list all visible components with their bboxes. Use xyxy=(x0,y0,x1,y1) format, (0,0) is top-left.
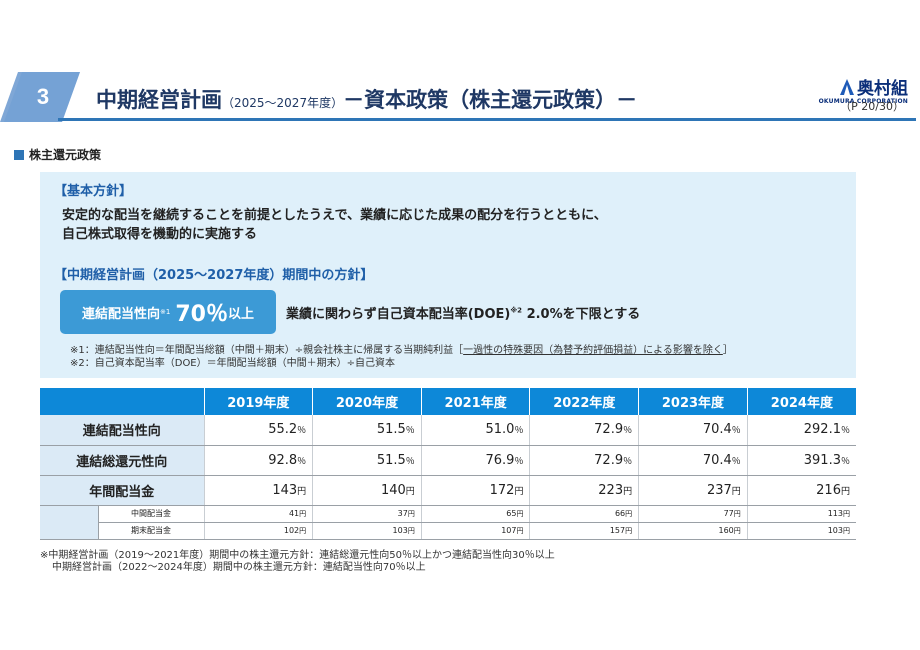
header-corner xyxy=(40,388,205,415)
table-cell: 113円 xyxy=(746,505,856,523)
note-1: ※1：連結配当性向＝年間配当総額（中間＋期末）÷親会社株主に帰属する当期純利益［… xyxy=(70,344,733,357)
table-cell: 237円 xyxy=(638,475,748,506)
row-label: 連結総還元性向 xyxy=(40,445,204,476)
table-cell: 77円 xyxy=(638,505,748,523)
table-cell: 92.8％ xyxy=(203,445,313,476)
table-header-row: 2019年度 2020年度 2021年度 2022年度 2023年度 2024年… xyxy=(40,388,856,415)
table-cell: 172円 xyxy=(420,475,530,506)
table-cell: 76.9％ xyxy=(420,445,530,476)
row-label: 年間配当金 xyxy=(40,475,204,506)
square-bullet-icon xyxy=(14,149,24,160)
doe-text: 業績に関わらず自己資本配当率(DOE) xyxy=(286,307,511,322)
table-cell: 216円 xyxy=(746,475,856,506)
table-cell: 55.2％ xyxy=(203,415,313,446)
basic-policy-text: 安定的な配当を継続することを前提としたうえで、業績に応じた成果の配分を行うととも… xyxy=(62,206,607,244)
year-header: 2021年度 xyxy=(421,388,531,415)
title-rest: －資本政策（株主還元政策）－ xyxy=(343,88,638,112)
company-logo: 奥村組 OKUMURA CORPORATION xyxy=(819,74,908,105)
table-cell: 72.9％ xyxy=(529,415,639,446)
note-1-underlined: 一過性の特殊要因（為替予約評価損益）による影響を除く xyxy=(463,345,723,356)
target-value: 70％ xyxy=(175,302,228,327)
footnote-line: 中期経営計画（2022～2024年度）期間中の株主還元方針：連結配当性向70％以… xyxy=(52,562,426,573)
table-cell: 103円 xyxy=(746,522,856,540)
note-2: ※2：自己資本配当率（DOE）＝年間配当総額（中間＋期末）÷自己資本 xyxy=(70,358,396,369)
table-cell: 157円 xyxy=(529,522,639,540)
table-cell: 66円 xyxy=(529,505,639,523)
table-cell: 51.0％ xyxy=(420,415,530,446)
note-1-close: ］ xyxy=(722,345,733,356)
title-main: 中期経営計画 xyxy=(96,88,222,112)
table-cell: 160円 xyxy=(638,522,748,540)
table-cell: 143円 xyxy=(203,475,313,506)
table-cell: 107円 xyxy=(420,522,530,540)
doe-mark: ※2 xyxy=(510,306,523,315)
policy-notes: ※1：連結配当性向＝年間配当総額（中間＋期末）÷親会社株主に帰属する当期純利益［… xyxy=(70,344,733,370)
table-cell: 65円 xyxy=(420,505,530,523)
shareholder-return-table: 2019年度 2020年度 2021年度 2022年度 2023年度 2024年… xyxy=(40,388,856,540)
table-cell: 103円 xyxy=(312,522,422,540)
doe-tail: 2.0%を下限とする xyxy=(522,307,641,322)
page-title: 中期経営計画（2025〜2027年度）－資本政策（株主還元政策）－ xyxy=(96,84,637,114)
section-number: 3 xyxy=(36,84,50,109)
subrow-spacer xyxy=(40,522,98,540)
table-cell: 292.1％ xyxy=(746,415,856,446)
table-cell: 51.5％ xyxy=(312,445,422,476)
table-row: 連結配当性向 55.2％ 51.5％ 51.0％ 72.9％ 70.4％ 292… xyxy=(40,415,856,446)
table-subrow: 中間配当金 41円 37円 65円 66円 77円 113円 xyxy=(40,505,856,523)
table-cell: 70.4％ xyxy=(638,445,748,476)
row-label: 連結配当性向 xyxy=(40,415,204,446)
title-period: （2025〜2027年度） xyxy=(222,96,344,110)
table-cell: 140円 xyxy=(312,475,422,506)
subrow-label: 期末配当金 xyxy=(97,522,204,540)
section-heading: 株主還元政策 xyxy=(14,146,101,163)
basic-policy-line: 安定的な配当を継続することを前提としたうえで、業績に応じた成果の配分を行うととも… xyxy=(62,208,607,223)
year-header: 2019年度 xyxy=(204,388,314,415)
table-cell: 37円 xyxy=(312,505,422,523)
plan-policy-heading: 【中期経営計画（2025～2027年度）期間中の方針】 xyxy=(54,268,374,283)
table-row: 連結総還元性向 92.8％ 51.5％ 76.9％ 72.9％ 70.4％ 39… xyxy=(40,445,856,476)
company-sub: OKUMURA CORPORATION xyxy=(818,98,908,105)
page-number: （P 20/30） xyxy=(840,100,904,113)
table-cell: 102円 xyxy=(203,522,313,540)
year-header: 2020年度 xyxy=(312,388,422,415)
basic-policy-heading: 【基本方針】 xyxy=(54,184,133,199)
basic-policy-line: 自己株式取得を機動的に実施する xyxy=(62,227,258,242)
table-cell: 70.4％ xyxy=(638,415,748,446)
target-mark: ※1 xyxy=(160,308,171,316)
title-underline xyxy=(58,118,916,121)
section-badge xyxy=(0,72,80,122)
logo-mark-icon xyxy=(840,78,854,95)
table-subrow: 期末配当金 102円 103円 107円 157円 160円 103円 xyxy=(40,522,856,540)
table-row: 年間配当金 143円 140円 172円 223円 237円 216円 xyxy=(40,475,856,506)
note-1-text: ※1：連結配当性向＝年間配当総額（中間＋期末）÷親会社株主に帰属する当期純利益［ xyxy=(70,345,464,356)
subrow-spacer xyxy=(40,505,98,522)
company-name: 奥村組 xyxy=(857,79,908,99)
table-cell: 72.9％ xyxy=(529,445,639,476)
target-suffix: 以上 xyxy=(227,306,254,322)
section-heading-text: 株主還元政策 xyxy=(29,148,102,162)
year-header: 2023年度 xyxy=(638,388,748,415)
table-cell: 51.5％ xyxy=(312,415,422,446)
table-cell: 223円 xyxy=(529,475,639,506)
table-cell: 391.3％ xyxy=(746,445,856,476)
doe-policy: 業績に関わらず自己資本配当率(DOE)※2 2.0%を下限とする xyxy=(286,303,640,322)
subrow-label: 中間配当金 xyxy=(97,505,204,523)
target-label: 連結配当性向 xyxy=(82,306,161,322)
year-header: 2022年度 xyxy=(529,388,640,415)
year-header: 2024年度 xyxy=(747,388,856,415)
policy-panel: 【基本方針】 安定的な配当を継続することを前提としたうえで、業績に応じた成果の配… xyxy=(40,172,856,378)
footnotes: ※中期経営計画（2019～2021年度）期間中の株主還元方針：連結総還元性向50… xyxy=(40,550,555,574)
table-cell: 41円 xyxy=(203,505,313,523)
footnote-line: ※中期経営計画（2019～2021年度）期間中の株主還元方針：連結総還元性向50… xyxy=(40,550,555,561)
payout-target-box: 連結配当性向 ※1 70％ 以上 xyxy=(60,290,276,334)
